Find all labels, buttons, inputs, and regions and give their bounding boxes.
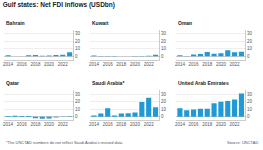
svg-text:2014: 2014 [175, 62, 186, 67]
svg-text:10: 10 [161, 46, 167, 51]
svg-text:10: 10 [161, 107, 167, 112]
svg-text:Gulf states: Net FDI inflows (: Gulf states: Net FDI inflows (USDbn) [3, 1, 115, 9]
svg-text:10: 10 [247, 46, 253, 51]
svg-text:10: 10 [75, 107, 81, 112]
svg-text:10: 10 [247, 107, 253, 112]
svg-text:20: 20 [161, 99, 167, 104]
svg-text:Bahrain: Bahrain [6, 20, 25, 26]
svg-text:2018: 2018 [202, 122, 213, 127]
svg-text:2020: 2020 [130, 122, 141, 127]
svg-text:0: 0 [161, 114, 164, 119]
svg-text:2014: 2014 [89, 62, 100, 67]
svg-text:2018: 2018 [202, 62, 213, 67]
svg-text:Qatar: Qatar [6, 80, 19, 86]
svg-text:30: 30 [75, 92, 81, 97]
svg-text:30: 30 [247, 31, 253, 36]
svg-text:10: 10 [75, 46, 81, 51]
svg-text:2022: 2022 [230, 122, 241, 127]
svg-text:0: 0 [247, 114, 250, 119]
svg-text:*The UNCTAD numbers do not ref: *The UNCTAD numbers do not reflect Saudi… [6, 140, 123, 145]
svg-text:2014: 2014 [175, 122, 186, 127]
svg-text:2016: 2016 [17, 62, 28, 67]
svg-text:2014: 2014 [3, 62, 14, 67]
svg-text:0: 0 [247, 54, 250, 59]
svg-text:2022: 2022 [58, 122, 69, 127]
svg-text:0: 0 [75, 54, 78, 59]
svg-text:2022: 2022 [144, 122, 155, 127]
svg-text:2014: 2014 [89, 122, 100, 127]
svg-text:20: 20 [75, 39, 81, 44]
svg-text:Kuwait: Kuwait [92, 20, 109, 26]
svg-text:0: 0 [75, 114, 78, 119]
svg-text:Saudi Arabia*: Saudi Arabia* [92, 80, 124, 86]
svg-text:20: 20 [247, 39, 253, 44]
svg-text:30: 30 [247, 92, 253, 97]
svg-text:2020: 2020 [44, 62, 55, 67]
svg-text:2022: 2022 [144, 62, 155, 67]
svg-text:2014: 2014 [3, 122, 14, 127]
svg-text:20: 20 [161, 39, 167, 44]
svg-text:2016: 2016 [189, 122, 200, 127]
svg-text:2016: 2016 [189, 62, 200, 67]
svg-text:United Arab Emirates: United Arab Emirates [178, 80, 229, 86]
svg-text:2022: 2022 [58, 62, 69, 67]
svg-text:2020: 2020 [216, 62, 227, 67]
svg-text:2018: 2018 [30, 122, 41, 127]
svg-text:30: 30 [161, 31, 167, 36]
svg-text:Oman: Oman [178, 20, 192, 26]
svg-text:2016: 2016 [17, 122, 28, 127]
svg-text:2020: 2020 [130, 62, 141, 67]
svg-text:2020: 2020 [44, 122, 55, 127]
svg-text:30: 30 [161, 92, 167, 97]
svg-text:20: 20 [75, 99, 81, 104]
svg-text:2020: 2020 [216, 122, 227, 127]
svg-text:0: 0 [161, 54, 164, 59]
svg-text:2018: 2018 [30, 62, 41, 67]
svg-text:2016: 2016 [103, 62, 114, 67]
svg-text:2016: 2016 [103, 122, 114, 127]
svg-text:2018: 2018 [116, 122, 127, 127]
svg-text:2018: 2018 [116, 62, 127, 67]
svg-text:Source: UNCTAD: Source: UNCTAD [227, 140, 258, 145]
svg-text:20: 20 [247, 99, 253, 104]
svg-text:2022: 2022 [230, 62, 241, 67]
svg-text:30: 30 [75, 31, 81, 36]
